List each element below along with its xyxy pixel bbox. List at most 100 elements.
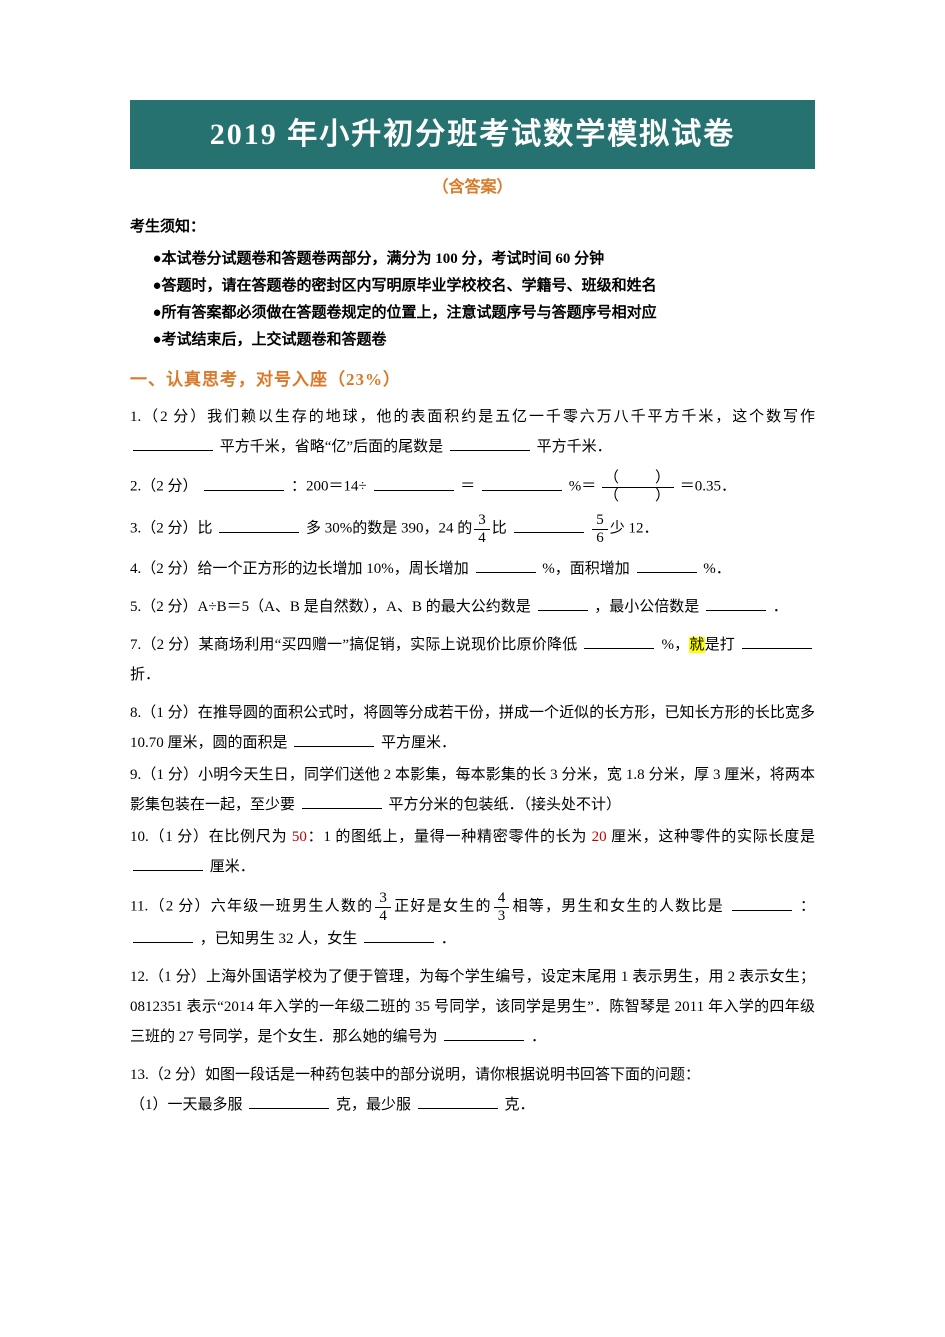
question-1: 1.（2 分）我们赖以生存的地球，他的表面积约是五亿一千零六万八千平方千米，这个… (130, 402, 815, 462)
q7-text-e: 折． (130, 667, 160, 683)
q2-text-d: %＝ (569, 479, 597, 495)
q4-text-c: %． (703, 561, 731, 577)
q10-scale: 50 (287, 829, 307, 845)
fraction-3-4: 34 (375, 890, 391, 924)
section-1-title: 一、认真思考，对号入座（23%） (130, 364, 815, 396)
blank (476, 558, 536, 573)
question-10: 10.（1 分）在比例尺为 50：1 的图纸上，量得一种精密零件的长为 20 厘… (130, 822, 815, 882)
q4-text-b: %，面积增加 (542, 561, 630, 577)
blank (482, 476, 562, 491)
blank (514, 518, 584, 533)
fraction-denominator: （ ） (602, 488, 674, 505)
fraction-5-6: 56 (592, 512, 608, 546)
q1-text-c: 平方千米． (537, 439, 612, 455)
q9-text-b: 平方分米的包装纸．（接头处不计） (389, 797, 622, 813)
notice-item: ●答题时，请在答题卷的密封区内写明原毕业学校校名、学籍号、班级和姓名 (153, 273, 816, 300)
blank (444, 1026, 524, 1041)
question-11: 11.（2 分）六年级一班男生人数的34正好是女生的43相等，男生和女生的人数比… (130, 890, 815, 954)
q11-text-e: ，已知男生 32 人，女生 (200, 931, 358, 947)
q13-text-c: 克，最少服 (336, 1097, 411, 1113)
fraction-blank: （ ） （ ） (602, 470, 674, 504)
q8-text-a: 8.（1 分）在推导圆的面积公式时，将圆等分成若干份，拼成一个近似的长方形，已知… (130, 705, 815, 751)
q11-text-f: ． (441, 931, 456, 947)
q2-text-c: ＝ (460, 479, 475, 495)
fraction-numerator: 3 (375, 890, 391, 908)
blank (302, 794, 382, 809)
q7-highlight: 就 (689, 637, 704, 653)
fraction-3-4: 34 (474, 512, 490, 546)
q11-text-b: 正好是女生的 (393, 899, 492, 915)
question-13: 13.（2 分）如图一段话是一种药包装中的部分说明，请你根据说明书回答下面的问题… (130, 1060, 815, 1120)
blank (133, 928, 193, 943)
question-3: 3.（2 分）比 多 30%的数是 390，24 的34比 56少 12． (130, 512, 815, 546)
q5-text-a: 5.（2 分）A÷B＝5（A、B 是自然数），A、B 的最大公约数是 (130, 599, 531, 615)
notice-item: ●本试卷分试题卷和答题卷两部分，满分为 100 分，考试时间 60 分钟 (153, 246, 816, 273)
q1-text-b: 平方千米，省略“亿”后面的尾数是 (220, 439, 443, 455)
q3-text-b: 多 30%的数是 390，24 的 (306, 521, 472, 537)
question-9: 9.（1 分）小明今天生日，同学们送他 2 本影集，每本影集的长 3 分米，宽 … (130, 760, 815, 820)
q7-text-b: %， (661, 637, 689, 653)
fraction-numerator: 3 (474, 512, 490, 530)
q11-text-a: 11.（2 分）六年级一班男生人数的 (130, 899, 373, 915)
blank (732, 896, 792, 911)
fraction-numerator: 5 (592, 512, 608, 530)
q7-text-d: 是打 (705, 637, 735, 653)
exam-subtitle: （含答案） (130, 173, 815, 203)
blank (418, 1094, 498, 1109)
q10-length: 20 (587, 829, 611, 845)
question-5: 5.（2 分）A÷B＝5（A、B 是自然数），A、B 的最大公约数是 ，最小公倍… (130, 592, 815, 622)
blank (204, 476, 284, 491)
q7-text-a: 7.（2 分）某商场利用“买四赠一”搞促销，实际上说现价比原价降低 (130, 637, 578, 653)
fraction-numerator: （ ） (602, 470, 674, 488)
blank (374, 476, 454, 491)
fraction-denominator: 4 (474, 530, 490, 547)
q12-text-b: ． (531, 1029, 546, 1045)
blank (219, 518, 299, 533)
q5-text-b: ，最小公倍数是 (594, 599, 699, 615)
fraction-denominator: 6 (592, 530, 608, 547)
q11-text-d: ： (800, 899, 815, 915)
blank (249, 1094, 329, 1109)
blank (364, 928, 434, 943)
question-7: 7.（2 分）某商场利用“买四赠一”搞促销，实际上说现价比原价降低 %，就是打 … (130, 630, 815, 690)
q3-text-d: 少 12． (610, 521, 659, 537)
fraction-denominator: 4 (375, 908, 391, 925)
q10-text-b: ：1 的图纸上，量得一种精密零件的长为 (307, 829, 587, 845)
q1-text-a: 1.（2 分）我们赖以生存的地球，他的表面积约是五亿一千零六万八千平方千米，这个… (130, 409, 815, 425)
q13-text-b: （1）一天最多服 (130, 1097, 243, 1113)
exam-title-banner: 2019 年小升初分班考试数学模拟试卷 (130, 100, 815, 169)
q8-text-b: 平方厘米． (381, 735, 456, 751)
blank (584, 634, 654, 649)
q4-text-a: 4.（2 分）给一个正方形的边长增加 10%，周长增加 (130, 561, 469, 577)
q2-text-e: ＝0.35． (680, 479, 736, 495)
blank (637, 558, 697, 573)
fraction-denominator: 3 (494, 908, 510, 925)
blank (294, 732, 374, 747)
blank (133, 856, 203, 871)
q13-text-a: 13.（2 分）如图一段话是一种药包装中的部分说明，请你根据说明书回答下面的问题… (130, 1067, 700, 1083)
q3-text-c: 比 (492, 521, 507, 537)
q10-text-c: 厘米，这种零件的实际长度是 (611, 829, 815, 845)
blank (742, 634, 812, 649)
blank (450, 436, 530, 451)
q2-text-b: ：200＝14÷ (291, 479, 367, 495)
question-8: 8.（1 分）在推导圆的面积公式时，将圆等分成若干份，拼成一个近似的长方形，已知… (130, 698, 815, 758)
blank (133, 436, 213, 451)
q13-text-d: 克． (505, 1097, 535, 1113)
question-4: 4.（2 分）给一个正方形的边长增加 10%，周长增加 %，面积增加 %． (130, 554, 815, 584)
blank (538, 596, 588, 611)
fraction-numerator: 4 (494, 890, 510, 908)
question-12: 12.（1 分）上海外国语学校为了便于管理，为每个学生编号，设定末尾用 1 表示… (130, 962, 815, 1052)
notice-item: ●所有答案都必须做在答题卷规定的位置上，注意试题序号与答题序号相对应 (153, 300, 816, 327)
fraction-4-3: 43 (494, 890, 510, 924)
q2-text-a: 2.（2 分） (130, 479, 198, 495)
question-2: 2.（2 分） ：200＝14÷ ＝ %＝ （ ） （ ） ＝0.35． (130, 470, 815, 504)
q3-text-a: 3.（2 分）比 (130, 521, 213, 537)
q10-text-a: 10.（1 分）在比例尺为 (130, 829, 287, 845)
notice-item: ●考试结束后，上交试题卷和答题卷 (153, 327, 816, 354)
q11-text-c: 相等，男生和女生的人数比是 (511, 899, 724, 915)
q5-text-c: ． (773, 599, 788, 615)
q10-text-d: 厘米． (210, 859, 255, 875)
blank (706, 596, 766, 611)
notice-header: 考生须知： (130, 213, 815, 242)
